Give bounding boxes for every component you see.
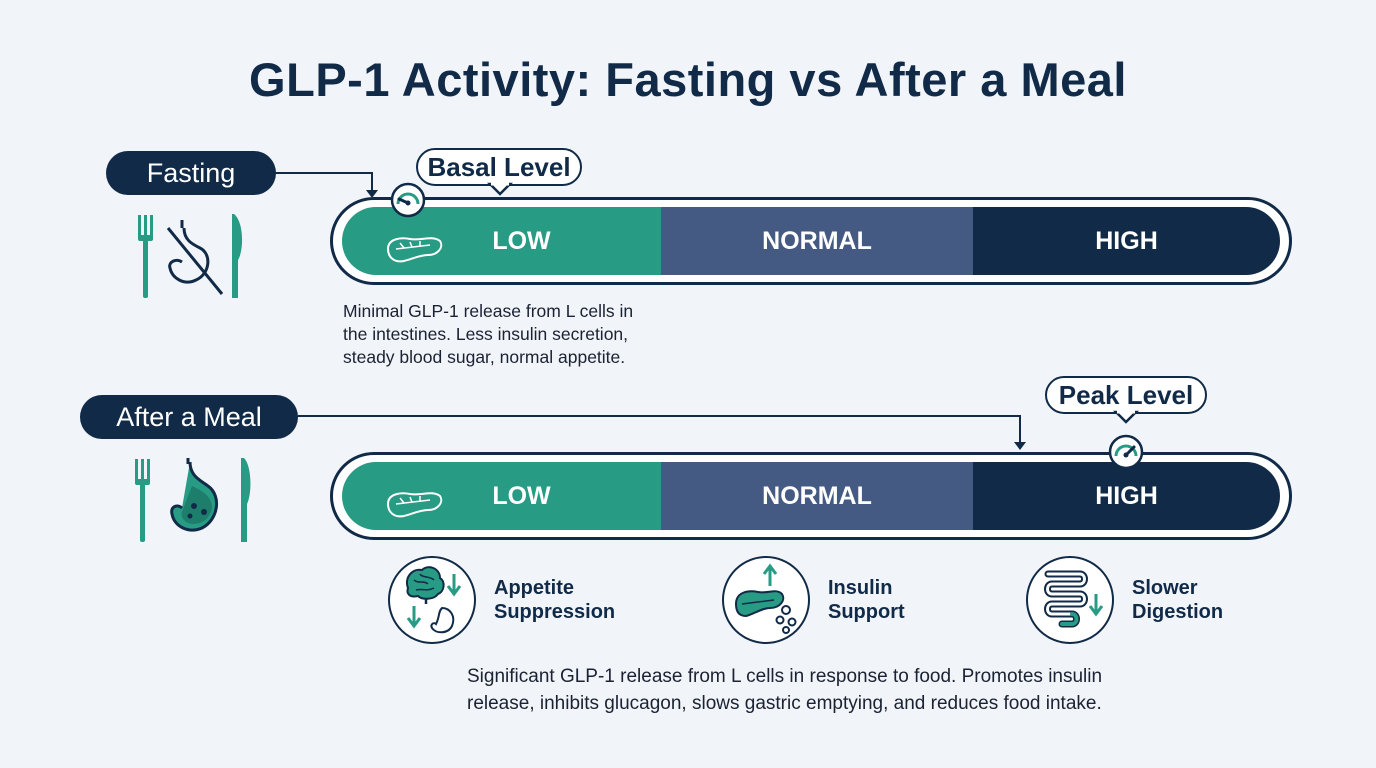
gauge-high-icon xyxy=(1108,434,1144,470)
gauge-low-icon xyxy=(390,182,426,218)
meal-description-line: Significant GLP-1 release from L cells i… xyxy=(467,666,1103,687)
pancreas-icon xyxy=(386,492,443,518)
effect-digestion-label: Slower Digestion xyxy=(1132,576,1223,624)
fasting-segment-high: HIGH xyxy=(973,207,1280,275)
fasting-description: Minimal GLP-1 release from L cells in th… xyxy=(343,300,633,369)
fasting-segment-low-label: LOW xyxy=(492,226,551,255)
meal-segment-normal-label: NORMAL xyxy=(762,481,872,510)
fasting-description-line: steady blood sugar, normal appetite. xyxy=(343,347,626,367)
fork-knife-full-stomach-icon xyxy=(130,454,251,546)
effect-line: Digestion xyxy=(1132,601,1224,623)
meal-level-bar: LOW NORMAL HIGH xyxy=(330,452,1292,540)
effect-line: Support xyxy=(828,601,905,623)
callout-pointer xyxy=(1112,410,1140,424)
effect-line: Insulin xyxy=(828,577,893,599)
fasting-segment-normal-label: NORMAL xyxy=(762,226,872,255)
effect-appetite-label: Appetite Suppression xyxy=(494,576,615,624)
brain-stomach-icon xyxy=(388,556,476,644)
page-title: GLP-1 Activity: Fasting vs After a Meal xyxy=(249,53,1127,106)
callout-pointer xyxy=(486,182,514,196)
fasting-segment-normal: NORMAL xyxy=(661,207,973,275)
meal-segment-high-label: HIGH xyxy=(1095,481,1158,510)
meal-segment-low-label: LOW xyxy=(492,481,551,510)
meal-segment-high: HIGH xyxy=(973,462,1280,530)
fasting-description-line: the intestines. Less insulin secretion, xyxy=(343,324,629,344)
after-meal-label-text: After a Meal xyxy=(116,401,262,432)
fasting-description-line: Minimal GLP-1 release from L cells in xyxy=(343,301,634,321)
effect-line: Slower xyxy=(1132,577,1198,599)
pancreas-insulin-icon xyxy=(722,556,810,644)
effect-insulin-label: Insulin Support xyxy=(828,576,905,624)
meal-description-line: release, inhibits glucagon, slows gastri… xyxy=(467,693,1102,714)
fasting-label: Fasting xyxy=(106,151,276,195)
peak-level-text: Peak Level xyxy=(1058,379,1194,410)
meal-description: Significant GLP-1 release from L cells i… xyxy=(467,663,1102,717)
intestine-icon xyxy=(1026,556,1114,644)
basal-level-text: Basal Level xyxy=(427,151,571,182)
fasting-level-bar: LOW NORMAL HIGH xyxy=(330,197,1292,285)
basal-level-callout: Basal Level xyxy=(416,148,582,186)
effect-line: Suppression xyxy=(494,601,616,623)
meal-segment-normal: NORMAL xyxy=(661,462,973,530)
fasting-segment-high-label: HIGH xyxy=(1095,226,1158,255)
fork-knife-crossed-stomach-icon xyxy=(130,210,250,302)
fasting-segment-low: LOW xyxy=(342,207,661,275)
pancreas-icon xyxy=(386,237,443,263)
peak-level-callout: Peak Level xyxy=(1045,376,1207,414)
effect-line: Appetite xyxy=(494,577,574,599)
after-meal-label: After a Meal xyxy=(80,395,298,439)
meal-segment-low: LOW xyxy=(342,462,661,530)
fasting-label-text: Fasting xyxy=(146,157,236,188)
